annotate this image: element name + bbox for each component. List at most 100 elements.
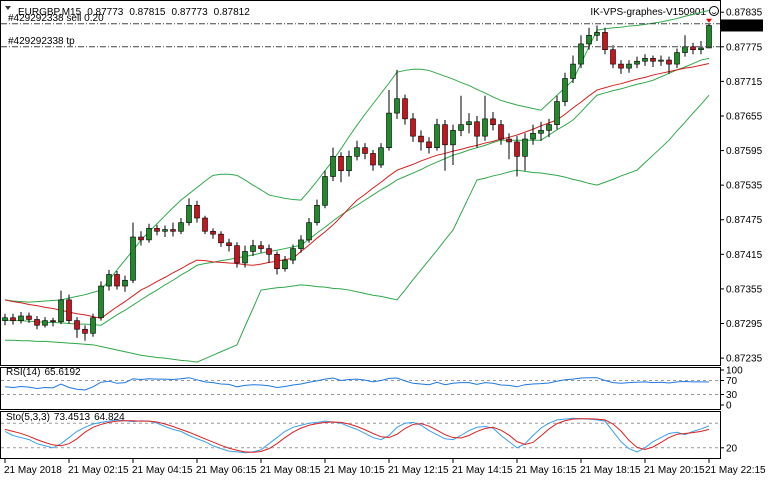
y-tick-label: 0.87535 (726, 181, 763, 192)
panel-title: Sto(5,3,3) 73.4513 64.824 (6, 412, 125, 423)
y-tick-label: 0 (726, 401, 732, 412)
candle-body (402, 98, 408, 120)
candle-body (546, 124, 552, 131)
candle-body (538, 130, 544, 134)
indicator-line (4, 57, 710, 326)
candle-body (354, 147, 360, 157)
x-tick-label: 21 May 16:15 (516, 465, 577, 476)
y-tick-label: 0.87415 (726, 250, 763, 261)
rsi-panel-frame (0, 367, 721, 410)
y-tick-label: 100 (726, 366, 743, 377)
ohlc-open: 0.87773 (87, 7, 124, 18)
candle-body (210, 230, 216, 235)
candle-body (362, 147, 368, 154)
candle-body (706, 25, 712, 49)
last-price-box (721, 19, 763, 32)
candle-body (138, 236, 144, 241)
y-tick-label: 0.87595 (726, 146, 763, 157)
candle-body (330, 156, 336, 177)
candle-body (162, 229, 168, 232)
indicator-name: RSI(14) (6, 367, 40, 378)
candle-body (282, 259, 288, 270)
candle-body (482, 118, 488, 137)
candle-body (338, 156, 344, 172)
candle-body (554, 101, 560, 125)
x-tick-label: 21 May 2018 (4, 465, 62, 476)
x-tick-label: 21 May 06:15 (196, 465, 257, 476)
candle-body (2, 317, 8, 321)
last-price-label: 0.87812 (724, 21, 761, 32)
candle-body (602, 32, 608, 50)
candle-body (90, 317, 96, 334)
candle-body (202, 217, 208, 232)
y-tick-label: 70 (726, 376, 738, 387)
x-tick-label: 21 May 04:15 (132, 465, 193, 476)
candle-body (306, 222, 312, 241)
candle-body (458, 124, 464, 131)
y-tick-label: 0.87475 (726, 215, 763, 226)
candle-body (594, 32, 600, 36)
candle-body (266, 248, 272, 255)
candle-body (170, 229, 176, 232)
candle-body (106, 274, 112, 287)
sell-arrow (706, 18, 712, 23)
candle-body (642, 58, 648, 62)
indicator-value: 73.4513 (54, 412, 91, 423)
candle-body (314, 205, 320, 223)
candle-body (530, 132, 536, 140)
candle-body (394, 98, 400, 114)
candle-body (42, 320, 48, 326)
candle-body (674, 52, 680, 65)
candle-body (418, 135, 424, 143)
chart-header: EURGBP,M15 0.87773 0.87815 0.87773 0.87812 (18, 7, 250, 18)
candle-body (82, 328, 88, 334)
candle-body (434, 124, 440, 148)
candle-body (514, 141, 520, 157)
candle-body (586, 34, 592, 45)
x-tick-label: 21 May 12:15 (388, 465, 449, 476)
y-tick-label: 0.87715 (726, 77, 763, 88)
candle-body (146, 228, 152, 241)
candle-body (10, 317, 16, 321)
candle-body (378, 147, 384, 166)
candle-body (18, 315, 24, 321)
candle-body (506, 138, 512, 143)
indicator-name: Sto(5,3,3) (6, 412, 50, 423)
candle-body (410, 118, 416, 137)
candle-body (322, 176, 328, 206)
smiley-icon (709, 6, 719, 16)
candle-body (626, 63, 632, 69)
indicator-line (4, 377, 710, 391)
x-tick-label: 21 May 18:15 (580, 465, 641, 476)
candle-body (154, 228, 160, 232)
candle-body (98, 285, 104, 319)
candle-body (618, 63, 624, 69)
candle-body (58, 299, 64, 323)
candle-body (226, 242, 232, 246)
x-tick-label: 21 May 10:15 (324, 465, 385, 476)
y-tick-label: 0.87355 (726, 284, 763, 295)
y-tick-label: 30 (726, 390, 738, 401)
candle-body (66, 299, 72, 321)
candle-body (698, 47, 704, 50)
candle-body (290, 248, 296, 261)
candle-body (386, 112, 392, 148)
indicator-line (4, 418, 710, 453)
ohlc-high: 0.87815 (129, 7, 166, 18)
symbol-icon (5, 6, 11, 10)
candle-body (450, 130, 456, 146)
y-tick-label: 0.87295 (726, 319, 763, 330)
candle-body (258, 245, 264, 249)
order-label: #429292338 tp (8, 36, 75, 47)
order-label: #429292338 sell 0.20 (8, 13, 104, 24)
candle-body (498, 124, 504, 140)
indicator-value: 64.824 (94, 412, 125, 423)
candle-body (490, 118, 496, 125)
y-tick-label: 20 (726, 443, 738, 454)
candle-body (610, 49, 616, 65)
candle-body (682, 46, 688, 53)
indicator-line (4, 63, 710, 319)
candle-body (130, 236, 136, 281)
